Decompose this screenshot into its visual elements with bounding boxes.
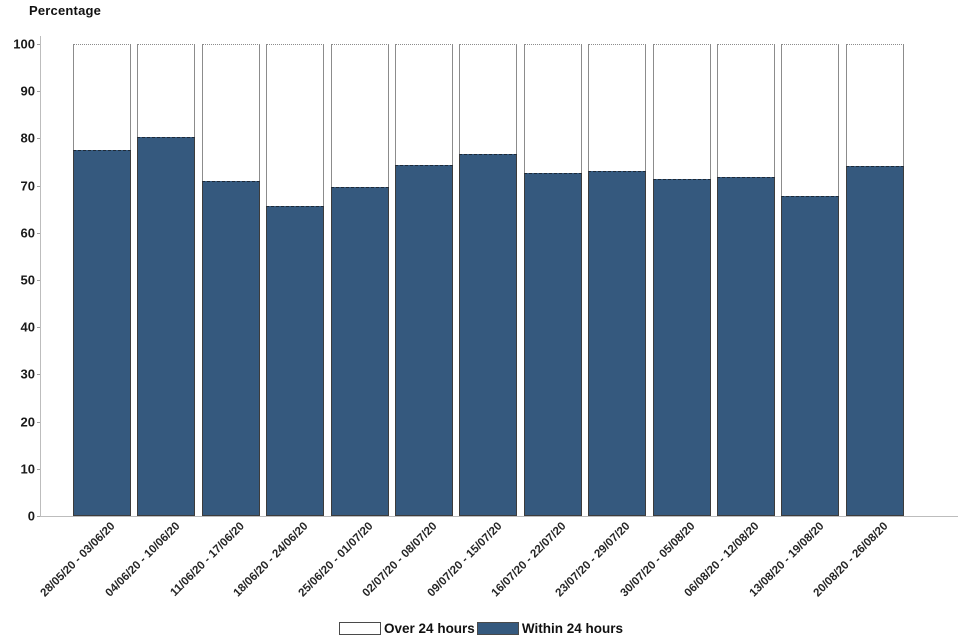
y-tick-mark: [37, 280, 40, 281]
y-tick-mark: [37, 327, 40, 329]
bar-segment-within-24-hours: [652, 178, 711, 516]
y-tick-mark: [37, 516, 40, 517]
bar-segment-within-24-hours: [459, 153, 518, 516]
bar-segment-over-24-hours: [652, 44, 711, 179]
bar: [588, 44, 647, 516]
bar-segment-within-24-hours: [266, 206, 325, 516]
bar-segment-over-24-hours: [330, 44, 389, 188]
legend-swatch: [339, 621, 382, 635]
y-tick-label: 0: [27, 508, 35, 524]
y-tick-mark: [37, 421, 40, 423]
bar-segment-over-24-hours: [137, 44, 196, 137]
y-tick-mark: [37, 138, 40, 140]
y-tick-label: 40: [20, 319, 35, 335]
y-tick-label: 80: [20, 130, 35, 146]
bar-segment-within-24-hours: [717, 177, 775, 516]
bar-segment-over-24-hours: [395, 44, 453, 165]
x-axis-line: [40, 516, 958, 517]
legend-label: Over 24 hours: [384, 620, 475, 636]
bar: [717, 44, 775, 516]
bar: [73, 44, 131, 516]
y-tick-label: 70: [20, 178, 35, 194]
bar: [781, 44, 840, 516]
y-axis-line: [40, 36, 41, 517]
bar-segment-within-24-hours: [523, 173, 582, 516]
y-tick-mark: [37, 374, 40, 376]
y-tick-label: 10: [20, 461, 35, 477]
bar: [330, 44, 389, 516]
y-tick-mark: [37, 44, 40, 45]
legend-label: Within 24 hours: [521, 620, 623, 636]
bar: [459, 44, 518, 516]
bar: [266, 44, 325, 516]
bar-segment-over-24-hours: [781, 44, 840, 196]
bar-segment-within-24-hours: [845, 165, 904, 516]
y-tick-mark: [37, 91, 40, 93]
y-tick-mark: [37, 232, 40, 234]
bar-segment-within-24-hours: [73, 149, 131, 516]
y-tick-label: 30: [20, 366, 35, 382]
bar-segment-over-24-hours: [717, 44, 775, 178]
bar-segment-over-24-hours: [201, 44, 260, 181]
y-tick-mark: [37, 468, 40, 470]
bar-segment-over-24-hours: [523, 44, 582, 174]
y-tick-label: 100: [13, 36, 35, 52]
bar-segment-over-24-hours: [459, 44, 518, 154]
bar-segment-within-24-hours: [588, 171, 647, 516]
y-tick-label: 20: [20, 414, 35, 430]
bar: [523, 44, 582, 516]
bar-segment-over-24-hours: [266, 44, 325, 207]
y-tick-label: 90: [20, 83, 35, 99]
y-tick-label: 60: [20, 225, 35, 241]
y-tick-label: 50: [20, 272, 35, 288]
bar-segment-over-24-hours: [845, 44, 904, 166]
bar-segment-within-24-hours: [330, 187, 389, 516]
legend: Over 24 hours Within 24 hours: [0, 619, 960, 637]
y-tick-mark: [37, 185, 40, 187]
x-tick-label: 20/08/20 - 26/08/20: [811, 520, 891, 600]
bar-segment-within-24-hours: [201, 180, 260, 516]
bar: [137, 44, 196, 516]
bar: [845, 44, 904, 516]
bar: [652, 44, 711, 516]
y-axis-title: Percentage: [29, 3, 102, 18]
bar-segment-over-24-hours: [73, 44, 131, 150]
bar-segment-within-24-hours: [395, 164, 453, 516]
legend-swatch: [476, 621, 519, 635]
bar-segment-within-24-hours: [781, 195, 840, 516]
bar: [395, 44, 453, 516]
bar-segment-over-24-hours: [588, 44, 647, 172]
bar: [201, 44, 260, 516]
bar-segment-within-24-hours: [137, 136, 196, 516]
